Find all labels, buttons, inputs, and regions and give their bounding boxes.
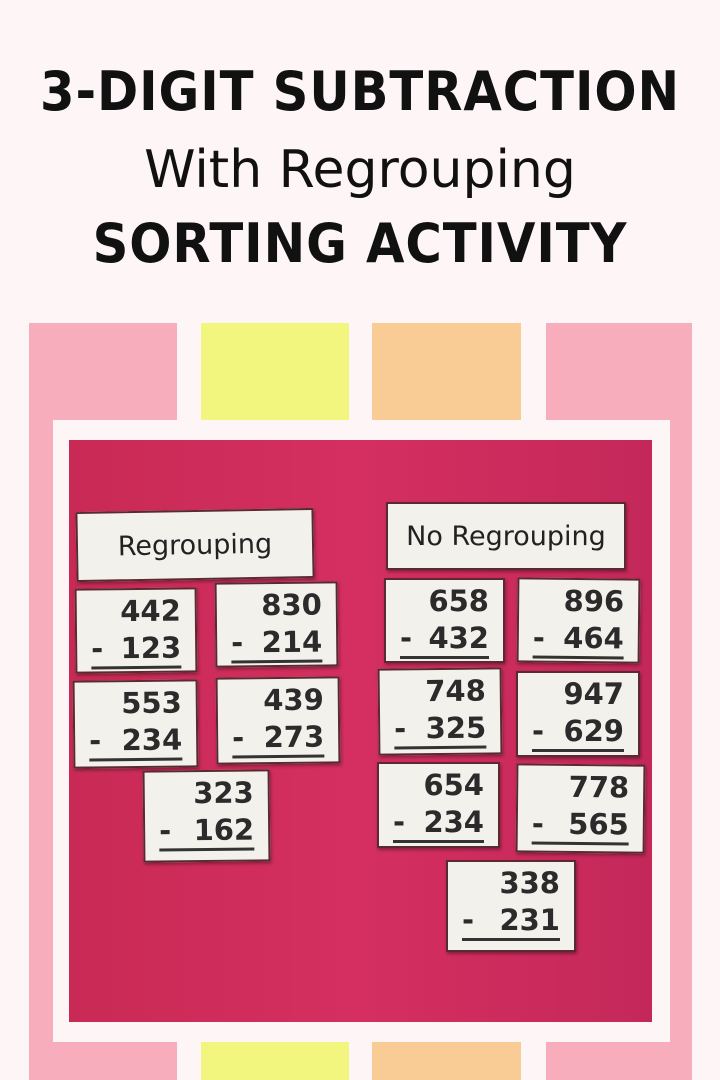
no-regrouping-problem-card[interactable]: 748 - 325 xyxy=(377,667,503,756)
stripe-orange xyxy=(372,323,521,420)
subtrahend-row: - 325 xyxy=(393,709,487,750)
minuend: 654 xyxy=(423,768,484,802)
regrouping-problem-card[interactable]: 830 - 214 xyxy=(214,581,339,668)
minus-sign: - xyxy=(531,806,545,841)
no-regrouping-problem-card[interactable]: 658 - 432 xyxy=(384,578,505,663)
minus-sign: - xyxy=(91,631,104,666)
subtrahend: 464 xyxy=(563,620,624,656)
no-regrouping-problem-card[interactable]: 947 - 629 xyxy=(516,671,640,757)
minus-sign: - xyxy=(158,813,172,848)
stripe-pink-left-bottom xyxy=(53,1042,177,1080)
minuend: 439 xyxy=(263,682,324,718)
subtrahend-row: - 214 xyxy=(230,623,323,664)
title-line-1: 3-DIGIT SUBTRACTION xyxy=(39,60,681,123)
stripe-pink-left xyxy=(29,323,177,420)
minus-sign: - xyxy=(88,723,102,758)
regrouping-problem-card[interactable]: 442 - 123 xyxy=(74,587,198,674)
no-regrouping-label: No Regrouping xyxy=(406,520,606,552)
no-regrouping-problem-card[interactable]: 778 - 565 xyxy=(515,763,646,854)
minus-sign: - xyxy=(393,805,406,839)
subtrahend: 273 xyxy=(263,719,325,755)
subtrahend: 214 xyxy=(261,624,323,660)
subtrahend: 629 xyxy=(563,714,624,748)
no-regrouping-problem-card[interactable]: 338 - 231 xyxy=(446,860,576,952)
subtrahend-row: - 234 xyxy=(88,721,183,762)
minus-sign: - xyxy=(231,625,244,660)
subtrahend-row: - 162 xyxy=(158,811,255,852)
subtrahend-row: - 231 xyxy=(462,902,560,941)
minus-sign: - xyxy=(532,620,546,655)
subtrahend: 234 xyxy=(423,805,484,839)
subtrahend-row: - 123 xyxy=(90,629,182,670)
regrouping-label-card: Regrouping xyxy=(75,507,315,583)
minuend: 778 xyxy=(568,769,630,805)
stripe-yellow xyxy=(201,323,349,420)
side-strip-right xyxy=(670,420,692,1080)
stripe-orange-bottom xyxy=(372,1042,521,1080)
minuend: 323 xyxy=(193,775,254,811)
subtrahend: 432 xyxy=(428,621,489,655)
no-regrouping-label-card: No Regrouping xyxy=(386,502,626,570)
minuend: 947 xyxy=(563,677,624,711)
regrouping-problem-card[interactable]: 439 - 273 xyxy=(215,676,341,765)
subtrahend-row: - 234 xyxy=(393,804,484,843)
minuend: 748 xyxy=(425,673,486,709)
stripe-pink-right-bottom xyxy=(546,1042,670,1080)
subtrahend: 123 xyxy=(120,630,182,666)
minuend: 442 xyxy=(120,593,181,629)
subtrahend-row: - 565 xyxy=(531,805,630,846)
side-strip-left xyxy=(29,420,53,1080)
regrouping-problem-card[interactable]: 553 - 234 xyxy=(72,679,199,769)
stripe-yellow-bottom xyxy=(201,1042,349,1080)
subtrahend: 231 xyxy=(499,903,560,937)
regrouping-label: Regrouping xyxy=(117,528,273,562)
minus-sign: - xyxy=(231,720,245,755)
subtrahend: 162 xyxy=(193,812,255,848)
title-line-3: SORTING ACTIVITY xyxy=(92,212,628,275)
minus-sign: - xyxy=(400,621,413,655)
minuend: 830 xyxy=(261,587,322,623)
subtrahend-row: - 464 xyxy=(532,619,625,660)
no-regrouping-problem-card[interactable]: 654 - 234 xyxy=(377,762,500,848)
minuend: 553 xyxy=(121,685,182,721)
subtrahend-row: - 629 xyxy=(532,713,624,752)
stripe-pink-right xyxy=(546,323,692,420)
title-line-2: With Regrouping xyxy=(144,140,576,200)
regrouping-problem-card[interactable]: 323 - 162 xyxy=(142,769,271,863)
subtrahend-row: - 273 xyxy=(231,718,325,759)
minus-sign: - xyxy=(462,903,475,937)
minus-sign: - xyxy=(532,714,545,748)
no-regrouping-problem-card[interactable]: 896 - 464 xyxy=(516,577,641,664)
subtrahend: 565 xyxy=(568,806,630,842)
minuend: 338 xyxy=(499,866,560,900)
subtrahend: 234 xyxy=(121,722,183,758)
minuend: 896 xyxy=(563,583,625,619)
minus-sign: - xyxy=(393,711,407,746)
subtrahend: 325 xyxy=(425,710,487,746)
minuend: 658 xyxy=(428,584,489,618)
subtrahend-row: - 432 xyxy=(400,620,489,659)
